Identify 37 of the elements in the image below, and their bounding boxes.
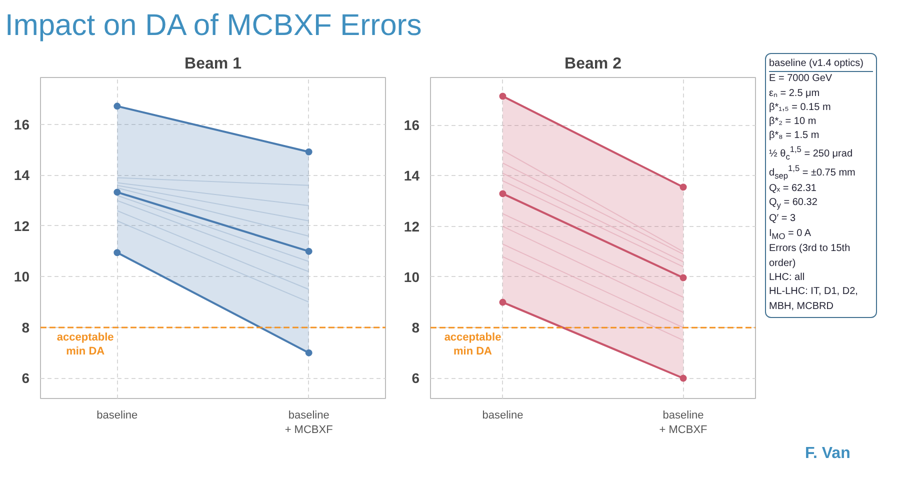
text: HL-LHC: IT, D1, D2, MBH, MCBRD: [769, 285, 859, 314]
y-tick-label: 10: [14, 268, 30, 285]
text: Impact on DA of MCBXF Errors: [5, 8, 422, 44]
y-tick-label: 6: [22, 370, 30, 386]
y-tick-label: 14: [404, 168, 420, 184]
text: εₙ = 2.5 μm: [769, 86, 821, 101]
y-tick-label: 12: [14, 218, 30, 234]
text: d$_{sep}$$^{1,5}$ = ±0.75 mm: [769, 162, 856, 182]
x-tick-label: baseline: [482, 410, 524, 422]
ref-line-label: acceptable min DA: [56, 331, 114, 358]
y-tick-label: 8: [412, 320, 420, 336]
y-tick-label: 8: [22, 319, 30, 336]
chart-title: Beam 2: [564, 56, 622, 72]
text: Q$_{y}$ = 60.32: [769, 196, 818, 212]
y-tick-label: 6: [412, 370, 420, 386]
ref-line-label: acceptable min DA: [444, 332, 502, 358]
text: Q′ = 3: [769, 212, 797, 226]
text: Qₓ = 62.31: [769, 182, 818, 196]
y-tick-label: 12: [404, 218, 420, 234]
y-tick-label: 10: [404, 268, 420, 285]
text: β*₂ = 10 m: [769, 115, 818, 130]
text: baseline (v1.4 optics): [769, 57, 873, 72]
x-tick-label: baseline + MCBXF: [659, 410, 708, 436]
text: Errors (3rd to 15th order): [769, 242, 852, 271]
y-tick-label: 16: [404, 117, 420, 134]
x-tick-label: baseline + MCBXF: [284, 410, 334, 436]
text: ½ θ$_{c}$$^{1,5}$ = 250 μrad: [769, 144, 854, 163]
y-tick-label: 16: [14, 116, 30, 132]
chart-title: Beam 1: [184, 56, 242, 72]
text: β*₁,₅ = 0.15 m: [769, 100, 832, 115]
text: I$_{MO}$ = 0 A: [769, 226, 812, 242]
text: LHC: all: [769, 271, 806, 286]
text: β*₈ = 1.5 m: [769, 129, 820, 144]
text: E = 7000 GeV: [769, 72, 834, 86]
y-tick-label: 14: [14, 167, 30, 184]
x-tick-label: baseline: [96, 410, 138, 422]
text: F. Van: [805, 444, 850, 464]
